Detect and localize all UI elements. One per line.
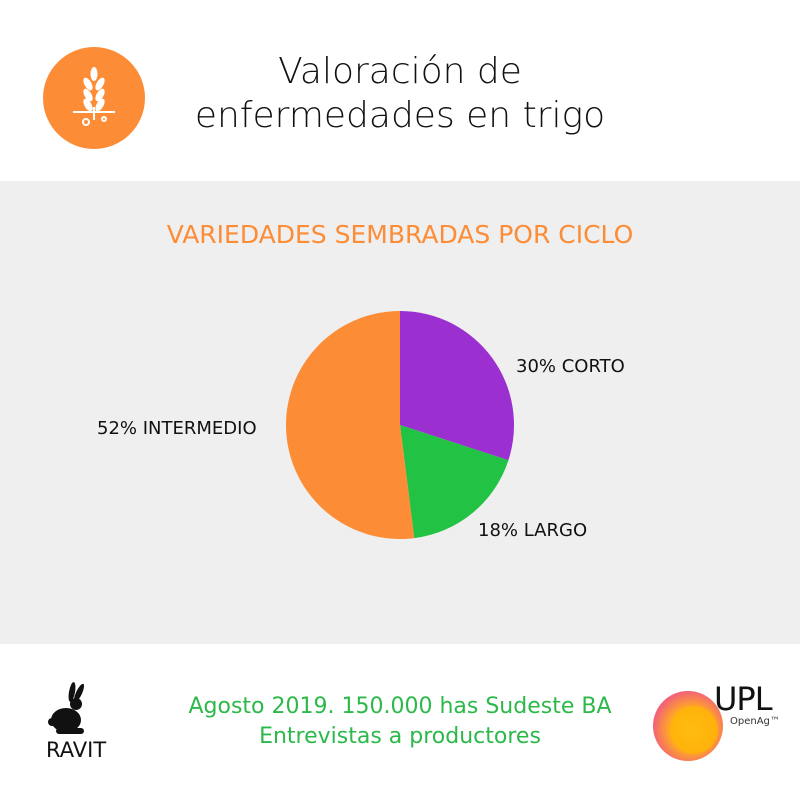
ravit-logo-text: RAVIT <box>46 738 107 762</box>
slice-label-intermedio: 52% INTERMEDIO <box>97 418 257 439</box>
title-line-2: enfermedades en trigo <box>194 95 606 136</box>
footer-line-2: Entrevistas a productores <box>259 724 541 749</box>
wheat-logo <box>43 47 145 149</box>
page-title: Valoración de enfermedades en trigo <box>150 50 650 138</box>
slice-label-largo: 18% LARGO <box>478 520 588 541</box>
pie-slice-largo <box>400 425 509 539</box>
slice-label-corto: 30% CORTO <box>516 356 625 377</box>
chart-title: VARIEDADES SEMBRADAS POR CICLO <box>166 220 634 249</box>
pie-slice-corto <box>400 311 514 461</box>
pie-slice-intermedio <box>285 311 415 539</box>
rabbit-icon <box>48 682 85 734</box>
wheat-icon <box>73 67 115 126</box>
upl-logo-text: UPL <box>714 680 773 718</box>
footer-text: Agosto 2019. 150.000 has Sudeste BA Entr… <box>150 692 650 752</box>
upl-logo-subtext: OpenAg™ <box>730 716 780 727</box>
title-line-1: Valoración de <box>278 51 522 92</box>
upl-logo-icon <box>653 691 723 761</box>
footer-line-1: Agosto 2019. 150.000 has Sudeste BA <box>188 694 612 719</box>
